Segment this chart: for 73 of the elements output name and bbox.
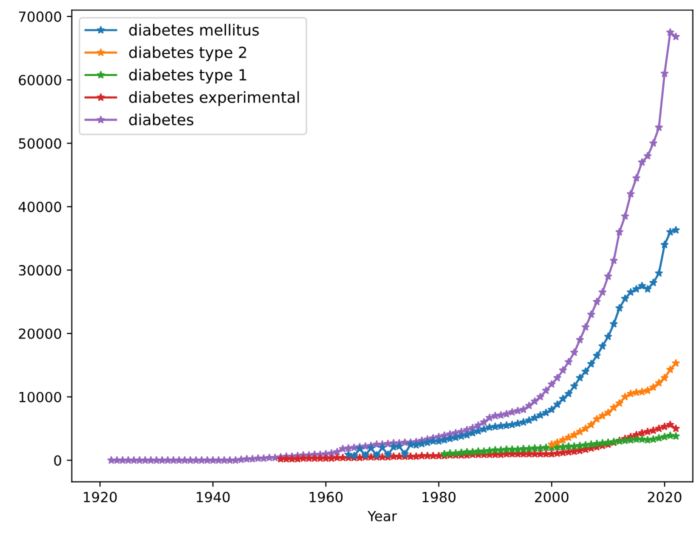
point <box>384 450 392 458</box>
y-tick-label: 40000 <box>18 202 62 212</box>
point <box>672 226 680 234</box>
point <box>395 442 404 450</box>
legend-label: diabetes type 1 <box>129 68 246 84</box>
point <box>570 430 578 439</box>
point <box>547 405 556 414</box>
point <box>660 240 669 248</box>
y-tick-label: 20000 <box>18 328 62 339</box>
x-tick-label: 1960 <box>310 492 343 502</box>
point <box>654 268 664 277</box>
point <box>604 332 612 340</box>
x-tick-label: 2000 <box>535 492 568 502</box>
point <box>638 282 646 290</box>
point <box>581 424 590 432</box>
legend-label: diabetes <box>129 114 194 126</box>
point <box>620 294 630 302</box>
legend-label: diabetes mellitus <box>129 24 259 36</box>
legend-label: diabetes type 2 <box>129 46 246 62</box>
point <box>558 394 568 402</box>
point <box>558 436 568 444</box>
point <box>649 278 658 286</box>
point <box>604 408 612 416</box>
point <box>366 444 376 452</box>
point <box>576 373 584 382</box>
point <box>400 450 410 458</box>
point <box>592 351 602 360</box>
point <box>581 367 590 376</box>
point <box>570 382 578 390</box>
point <box>524 416 534 424</box>
point <box>553 400 562 408</box>
point <box>615 398 624 407</box>
point <box>626 288 635 296</box>
point <box>474 447 482 456</box>
point <box>666 365 674 374</box>
x-tick-label: 1940 <box>196 492 230 502</box>
point <box>666 431 674 440</box>
x-tick-label: 2020 <box>648 492 682 502</box>
y-tick-label: 60000 <box>18 74 62 86</box>
point <box>610 403 618 412</box>
point <box>649 382 658 392</box>
point <box>474 426 482 435</box>
y-tick-label: 30000 <box>18 265 62 276</box>
point <box>462 430 472 439</box>
point <box>564 389 573 398</box>
point <box>672 358 680 367</box>
point <box>530 413 539 422</box>
point <box>378 443 386 452</box>
x-tick-label: 1980 <box>422 492 456 502</box>
y-tick-label: 0 <box>54 455 62 466</box>
point <box>542 408 550 416</box>
point <box>491 446 500 454</box>
point <box>587 420 596 428</box>
point <box>587 360 596 368</box>
point <box>632 434 641 443</box>
point <box>615 304 624 312</box>
x-axis-title: Year <box>368 510 398 522</box>
point <box>610 320 618 328</box>
point <box>547 440 556 448</box>
y-tick-label: 70000 <box>19 11 62 22</box>
y-tick-label: 10000 <box>19 392 62 402</box>
point <box>564 433 573 442</box>
y-tick-label: 50000 <box>18 138 62 149</box>
point <box>344 450 353 458</box>
point <box>598 412 607 420</box>
point <box>638 434 646 443</box>
point <box>598 342 607 350</box>
point <box>620 392 630 401</box>
legend-label: diabetes experimental <box>129 91 299 106</box>
point <box>643 386 652 394</box>
x-tick-label: 1920 <box>84 492 117 502</box>
point <box>654 378 664 387</box>
point <box>660 373 669 382</box>
